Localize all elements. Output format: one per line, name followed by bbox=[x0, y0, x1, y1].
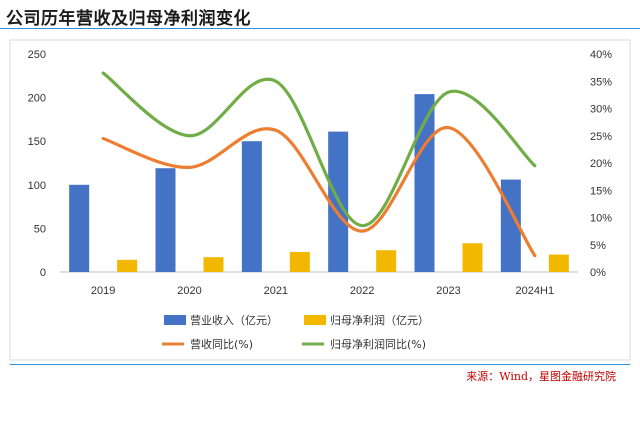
bar bbox=[69, 184, 90, 272]
line-series bbox=[101, 71, 537, 258]
x-tick-label: 2024H1 bbox=[516, 285, 555, 297]
y-right-tick-label: 30% bbox=[590, 104, 612, 116]
y-left-tick-label: 250 bbox=[28, 49, 46, 61]
x-tick-label: 2021 bbox=[264, 285, 288, 297]
bar bbox=[376, 250, 397, 272]
legend-label: 营收同比(%) bbox=[190, 337, 253, 351]
series-line bbox=[101, 125, 537, 258]
chart-title: 公司历年营收及归母净利润变化 bbox=[6, 9, 251, 29]
x-tick-label: 2022 bbox=[350, 285, 374, 297]
source-note: 来源：Wind，星图金融研究院 bbox=[466, 370, 616, 383]
bar bbox=[289, 251, 310, 272]
y-axis-right: 0% 5% 10% 15% 20% 25% 30% 35% 40% bbox=[590, 49, 612, 279]
plot-frame bbox=[9, 39, 631, 361]
x-tick-label: 2023 bbox=[436, 285, 460, 297]
legend-swatch bbox=[304, 315, 326, 325]
bar bbox=[241, 141, 262, 272]
y-right-tick-label: 35% bbox=[590, 76, 612, 88]
y-right-tick-label: 20% bbox=[590, 158, 612, 170]
legend-label: 归母净利润（亿元） bbox=[330, 313, 429, 327]
bar bbox=[155, 168, 176, 272]
y-left-tick-label: 0 bbox=[40, 267, 46, 279]
bar bbox=[117, 259, 138, 272]
legend-swatch bbox=[164, 315, 186, 325]
y-right-tick-label: 15% bbox=[590, 185, 612, 197]
series-line bbox=[101, 71, 537, 228]
bar bbox=[548, 254, 569, 272]
x-tick-label: 2019 bbox=[91, 285, 115, 297]
y-right-tick-label: 40% bbox=[590, 49, 612, 61]
legend-label: 营业收入（亿元） bbox=[190, 313, 278, 327]
y-right-tick-label: 10% bbox=[590, 213, 612, 225]
legend-label: 归母净利润同比(%) bbox=[330, 337, 426, 351]
y-right-tick-label: 25% bbox=[590, 131, 612, 143]
y-right-tick-label: 0% bbox=[590, 267, 606, 279]
x-tick-label: 2020 bbox=[177, 285, 201, 297]
bottom-divider bbox=[10, 364, 630, 365]
combo-chart: 0 50 100 150 200 250 0% 5% 10% 15% 20% 25% 30% 35% 40… bbox=[9, 39, 631, 361]
y-left-tick-label: 100 bbox=[28, 180, 46, 192]
bar bbox=[462, 243, 483, 272]
bar bbox=[203, 257, 224, 272]
y-right-tick-label: 5% bbox=[590, 240, 606, 252]
y-left-tick-label: 200 bbox=[28, 93, 46, 105]
x-axis: 2019 2020 2021 2022 2023 2024H1 bbox=[91, 285, 554, 297]
top-divider bbox=[0, 28, 640, 29]
legend: 营业收入（亿元） 归母净利润（亿元） 营收同比(%) 归母净利润同比(%) bbox=[162, 313, 429, 351]
y-axis-left: 0 50 100 150 200 250 bbox=[28, 49, 46, 279]
y-left-tick-label: 50 bbox=[34, 223, 46, 235]
bar-series bbox=[69, 94, 569, 272]
y-left-tick-label: 150 bbox=[28, 136, 46, 148]
